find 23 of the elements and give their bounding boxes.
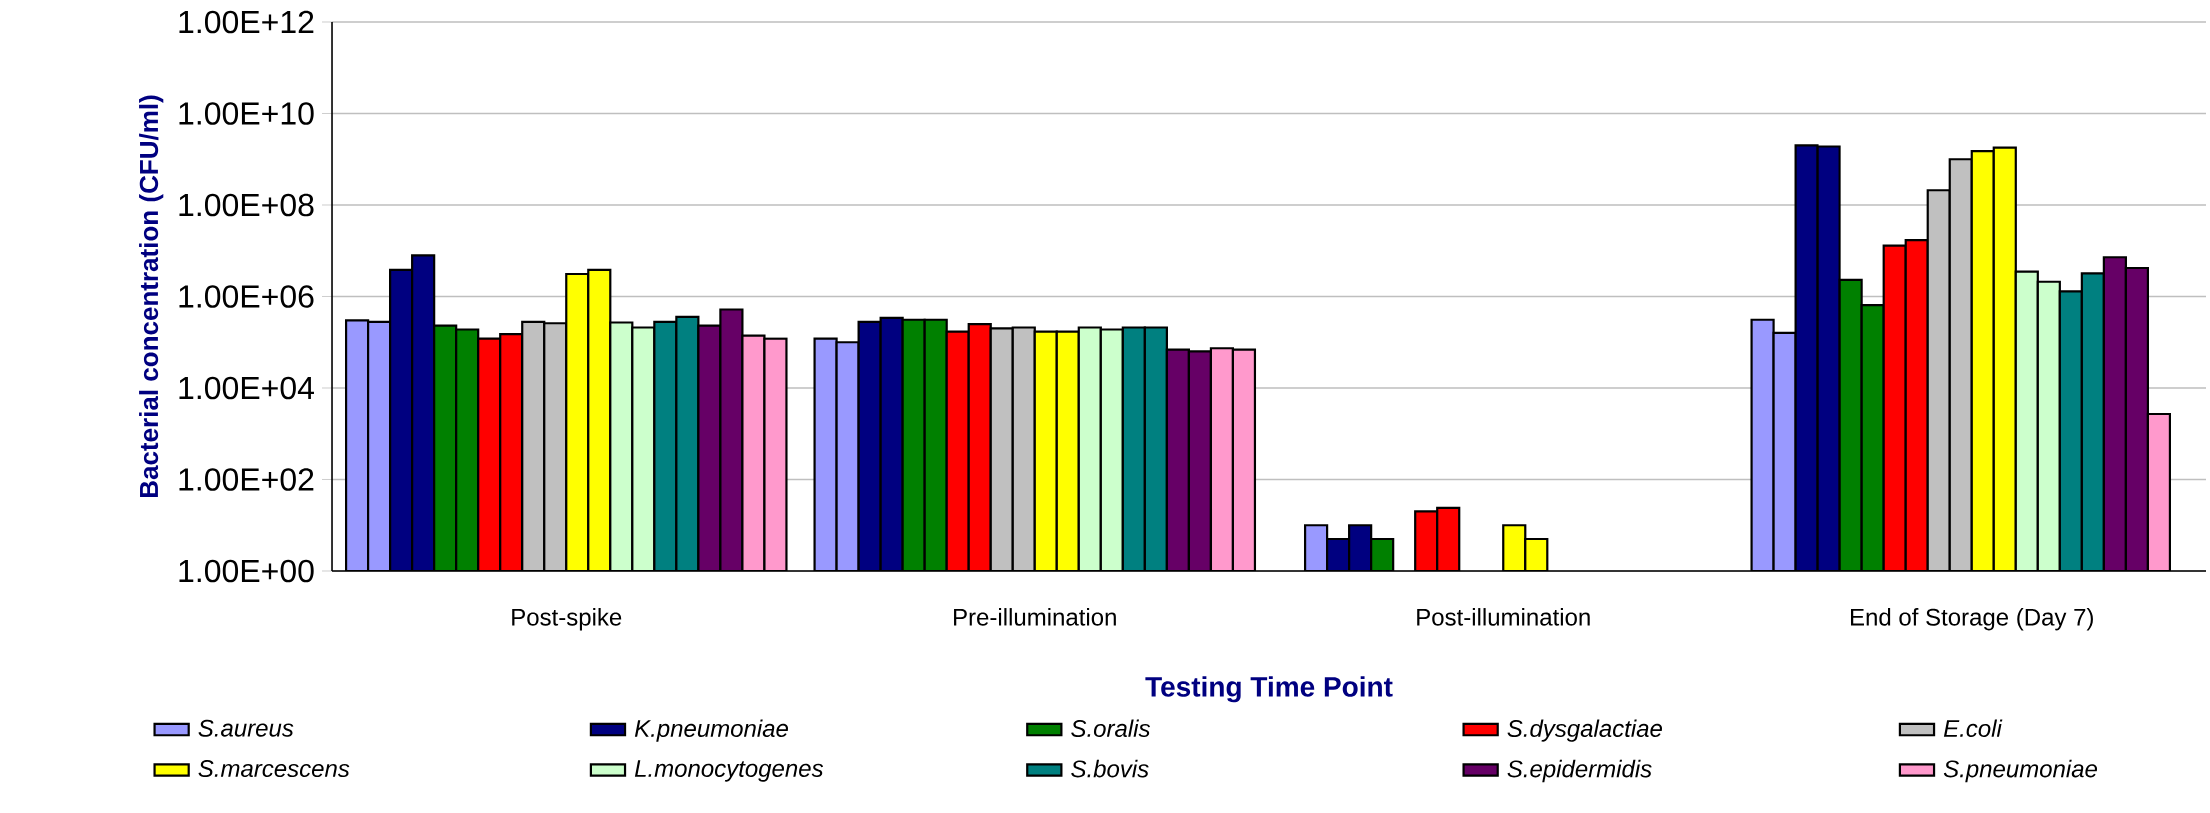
x-tick-label: Post-spike	[512, 608, 622, 631]
y-tick-label: 1.00E+08	[179, 193, 314, 217]
y-tick-label: 1.00E+10	[179, 102, 314, 125]
legend-label: S.aureus	[198, 719, 294, 737]
x-tick-label: Post-illumination	[1417, 608, 1590, 626]
y-tick-label: 1.00E+02	[179, 468, 314, 491]
y-tick-label: 1.00E+00	[179, 559, 314, 583]
legend-label: S.pneumoniae	[1943, 759, 2098, 783]
legend-label: E.coli	[1943, 719, 2003, 737]
legend-label: S.bovis	[1071, 759, 1149, 778]
y-tick-label: 1.00E+12	[179, 10, 314, 34]
legend-label: K.pneumoniae	[634, 719, 788, 742]
legend-label: S.oralis	[1071, 719, 1151, 737]
x-tick-label: Pre-illumination	[954, 608, 1116, 626]
legend-label: S.marcescens	[198, 760, 350, 778]
y-tick-label: 1.00E+06	[179, 285, 314, 308]
legend-label: L.monocytogenes	[634, 760, 824, 782]
x-axis-title: Testing Time Point	[1145, 676, 1393, 703]
legend-label: S.dysgalactiae	[1507, 719, 1662, 742]
legend-label: S.epidermidis	[1507, 759, 1652, 783]
x-tick-label: End of Storage (Day 7)	[1851, 608, 2093, 631]
y-axis-title: Bacterial concentration (CFU/ml)	[139, 95, 164, 498]
y-tick-label: 1.00E+04	[179, 376, 314, 400]
